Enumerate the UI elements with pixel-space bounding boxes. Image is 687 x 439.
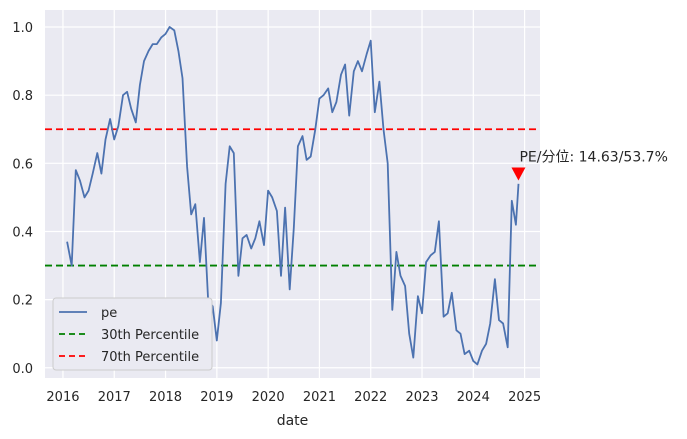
legend-label: 30th Percentile	[101, 328, 199, 343]
series-line-pe	[66, 26, 520, 366]
annotation: PE/分位: 14.63/53.7%	[511, 150, 668, 181]
x-tick-label: 2019	[200, 390, 233, 405]
y-tick-label: 0.6	[12, 157, 33, 172]
legend: pe 30th Percentile 70th Percentile	[52, 297, 213, 371]
annotation-marker	[511, 167, 526, 181]
y-tick-label: 0.4	[12, 225, 33, 240]
grid-lines	[45, 10, 540, 378]
y-tick-labels: 0.0 0.2 0.4 0.6 0.8 1.0	[12, 21, 33, 377]
y-tick-label: 0.0	[12, 362, 33, 377]
x-tick-label: 2016	[46, 390, 79, 405]
y-tick-label: 0.8	[12, 89, 33, 104]
x-tick-label: 2023	[405, 390, 438, 405]
x-tick-label: 2022	[354, 390, 387, 405]
legend-box	[52, 297, 213, 371]
x-tick-label: 2021	[303, 390, 336, 405]
annotation-label: PE/分位: 14.63/53.7%	[519, 150, 667, 166]
legend-label: 70th Percentile	[101, 350, 199, 365]
y-tick-label: 1.0	[12, 21, 33, 36]
reference-lines	[45, 128, 540, 267]
x-tick-label: 2017	[98, 390, 131, 405]
y-tick-label: 0.2	[12, 294, 33, 309]
x-tick-label: 2024	[457, 390, 490, 405]
x-tick-label: 2020	[252, 390, 285, 405]
x-tick-labels: 2016 2017 2018 2019 2020 2021 2022 2023 2024 2025	[46, 390, 541, 405]
x-axis-label: date	[277, 413, 309, 429]
legend-label: pe	[101, 306, 117, 321]
x-tick-label: 2018	[149, 390, 182, 405]
x-tick-label: 2025	[508, 390, 541, 405]
data-series	[66, 26, 520, 366]
